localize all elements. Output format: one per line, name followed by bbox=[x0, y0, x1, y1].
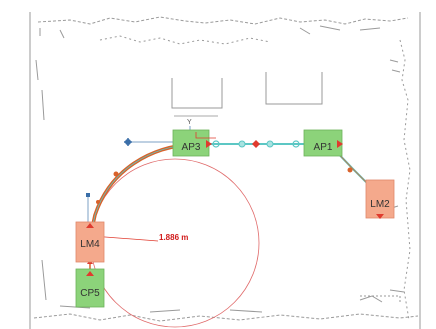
station-ap3-label: AP3 bbox=[182, 142, 201, 153]
station-lm2[interactable]: LM2 bbox=[365, 179, 395, 219]
station-lm4[interactable]: LM4 bbox=[75, 221, 105, 263]
direction-arrow-icon bbox=[376, 214, 384, 219]
midpoint-diamond-icon bbox=[252, 140, 260, 148]
axis-gizmo[interactable]: Y bbox=[124, 119, 192, 146]
path-node bbox=[96, 200, 100, 204]
radius-label: 1.886 m bbox=[159, 233, 188, 242]
origin-marker[interactable] bbox=[125, 139, 131, 145]
direction-arrow-icon bbox=[86, 271, 94, 276]
station-ap1-label: AP1 bbox=[314, 142, 333, 153]
station-ap1[interactable]: AP1 bbox=[303, 129, 343, 157]
station-lm2-label: LM2 bbox=[370, 199, 390, 210]
station-cp5[interactable]: CP5 bbox=[75, 268, 105, 308]
direction-arrow-icon bbox=[86, 223, 94, 228]
map-walls bbox=[29, 12, 421, 329]
direction-arrow-icon bbox=[206, 140, 212, 148]
control-handle[interactable] bbox=[86, 193, 90, 197]
path-node bbox=[113, 171, 119, 177]
y-axis-label: Y bbox=[187, 119, 192, 126]
station-ap3[interactable]: AP3 bbox=[172, 129, 216, 157]
orientation-indicator bbox=[195, 132, 216, 139]
station-lm4-label: LM4 bbox=[80, 239, 100, 250]
direction-arrow-icon bbox=[337, 140, 343, 148]
path-node bbox=[347, 167, 353, 173]
station-cp5-label: CP5 bbox=[80, 288, 100, 299]
path-waypoints bbox=[212, 140, 300, 148]
